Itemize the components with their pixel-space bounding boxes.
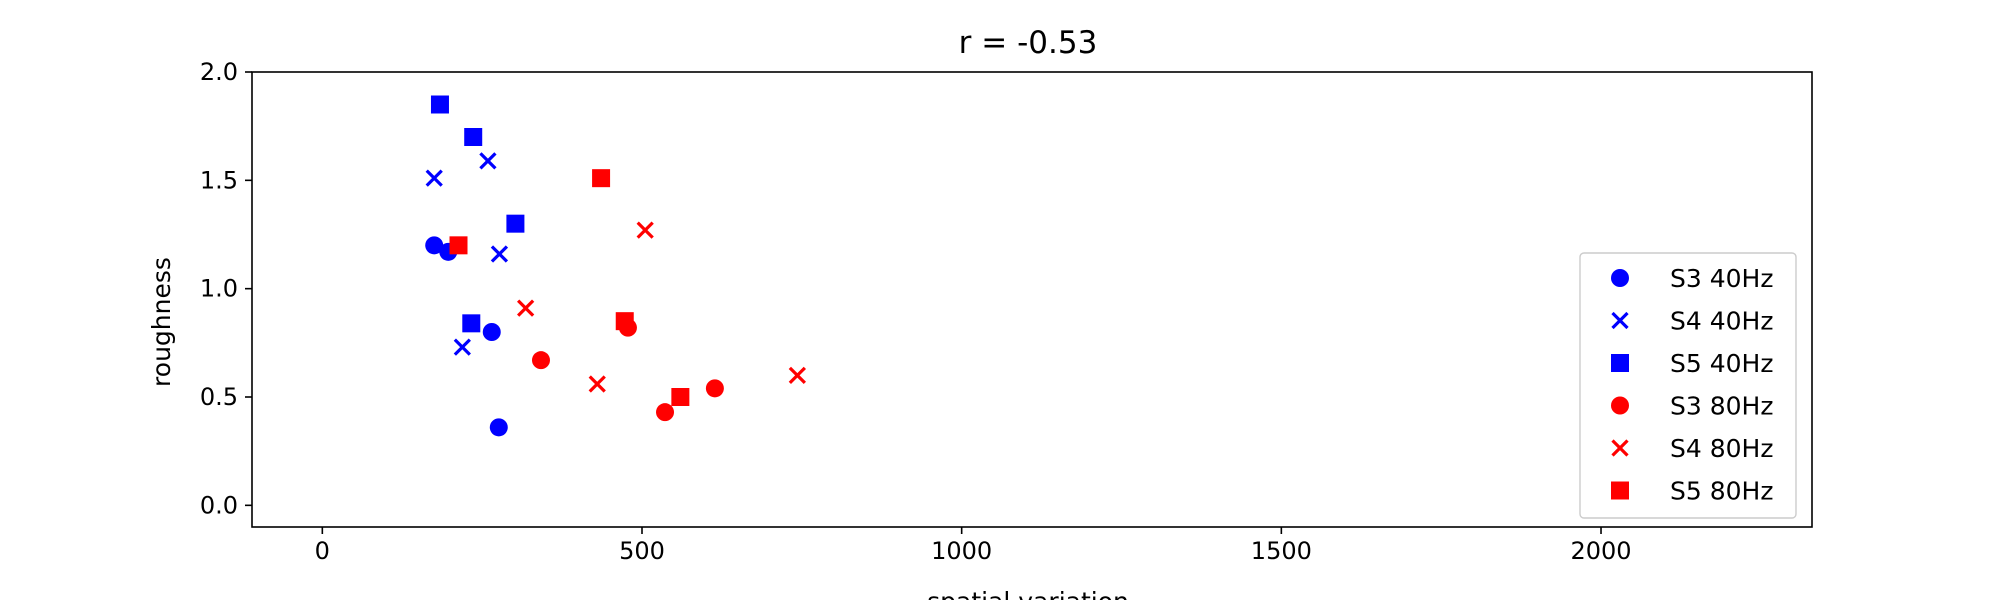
data-point [479, 152, 497, 170]
legend-marker [1611, 311, 1629, 330]
legend-label: S3 80Hz [1670, 392, 1773, 421]
legend: S3 40Hz S4 40Hz S5 40Hz S3 80Hz S4 80Hz S5 80… [1579, 252, 1797, 519]
x-tick-label: 1000 [931, 537, 992, 565]
data-point [506, 214, 525, 233]
data-point [425, 236, 444, 255]
data-point [425, 169, 443, 187]
data-point [517, 299, 535, 317]
data-point [788, 366, 806, 384]
data-point [592, 169, 611, 188]
data-point [430, 95, 449, 114]
y-tick-label: 0.5 [200, 383, 238, 411]
data-point [636, 221, 654, 239]
data-point [656, 403, 675, 422]
x-tick-label: 1500 [1251, 537, 1312, 565]
data-point [671, 388, 690, 406]
data-point [588, 375, 606, 393]
data-point [462, 314, 481, 333]
x-tick-label: 2000 [1570, 537, 1631, 565]
y-tick-label: 0.0 [200, 491, 238, 519]
y-tick-label: 1.0 [200, 275, 238, 303]
legend-label: S5 80Hz [1670, 477, 1773, 506]
data-point [531, 351, 550, 370]
data-point [453, 338, 471, 356]
legend-marker [1611, 396, 1629, 415]
axes: 0 500 1000 1500 2000 0.0 0.5 1.0 1.5 2.0 [200, 58, 1813, 565]
data-point [489, 418, 508, 437]
data-point [615, 312, 634, 331]
x-axis-label: spatial variation [927, 587, 1129, 600]
legend-box [1579, 252, 1797, 519]
data-point [449, 236, 468, 255]
legend-marker [1611, 354, 1629, 372]
chart-title: r = -0.53 [959, 25, 1098, 61]
x-tick-label: 500 [619, 537, 665, 565]
legend-marker [1611, 481, 1629, 500]
plot-frame [251, 71, 1813, 528]
data-point [482, 323, 501, 341]
data-point [705, 379, 724, 398]
plot-area [425, 95, 806, 437]
legend-marker [1611, 439, 1629, 457]
legend-label: S4 80Hz [1670, 434, 1773, 463]
y-tick-label: 2.0 [200, 58, 238, 86]
data-point [464, 128, 483, 146]
legend-marker [1611, 269, 1629, 287]
legend-label: S3 40Hz [1670, 264, 1773, 293]
data-point [490, 245, 509, 263]
x-tick-label: 0 [315, 537, 330, 565]
y-axis-label: roughness [147, 257, 176, 387]
legend-label: S4 40Hz [1670, 307, 1773, 336]
y-tick-label: 1.5 [200, 166, 238, 194]
legend-label: S5 40Hz [1670, 349, 1773, 378]
